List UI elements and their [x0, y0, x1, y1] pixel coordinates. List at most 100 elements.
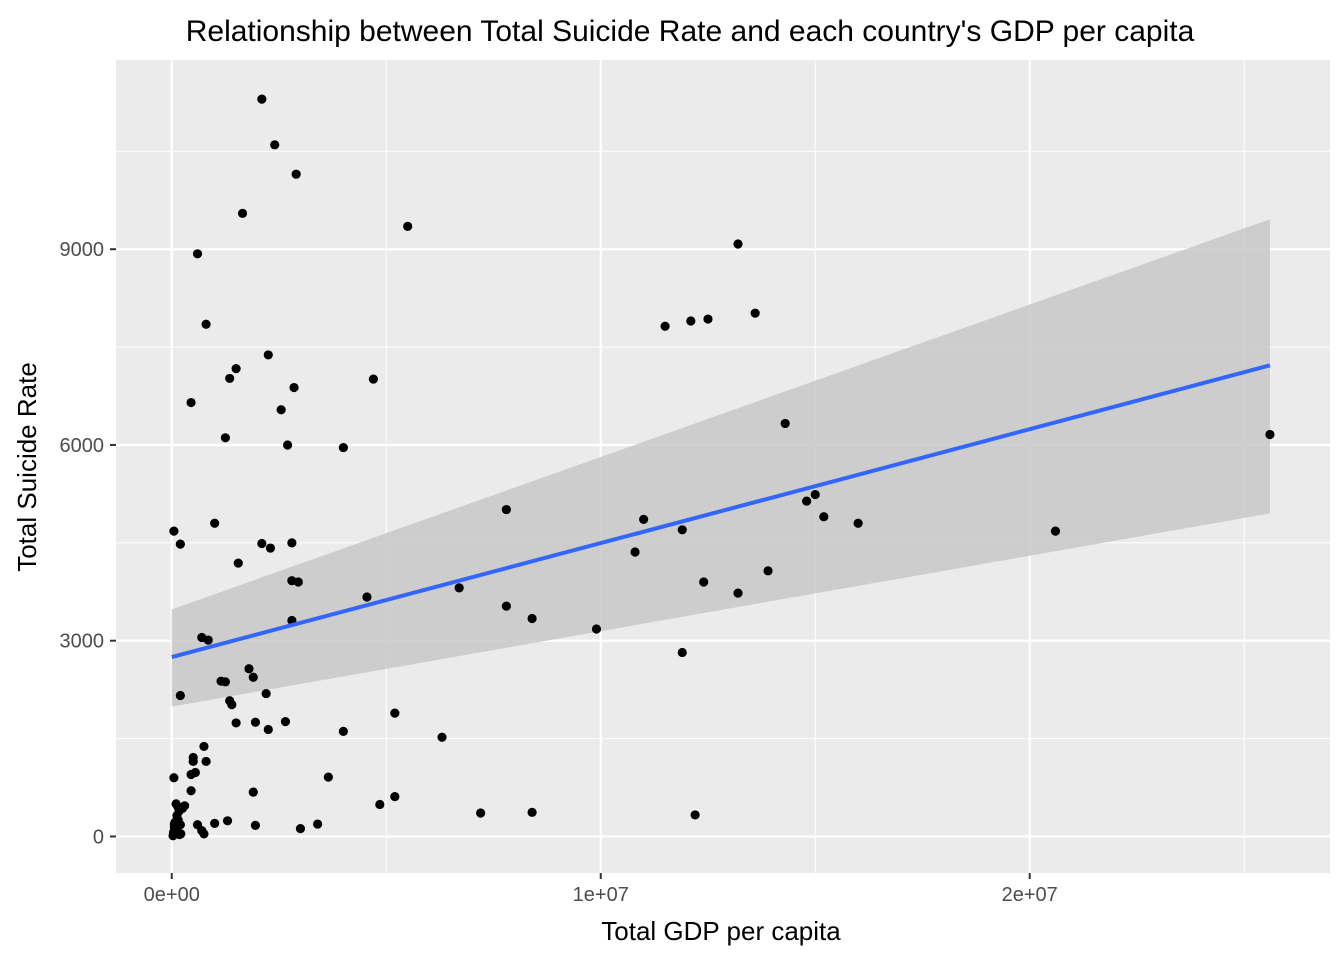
data-point	[222, 816, 233, 826]
data-point	[527, 613, 537, 624]
data-point	[250, 717, 261, 727]
data-point	[677, 647, 687, 658]
data-point	[192, 249, 203, 259]
data-point	[220, 433, 230, 443]
data-point	[210, 818, 220, 829]
data-point	[733, 239, 743, 249]
data-point	[248, 672, 258, 682]
data-point	[677, 525, 687, 535]
data-point	[280, 717, 291, 727]
data-point	[1050, 526, 1061, 536]
data-point	[313, 819, 323, 829]
data-point	[591, 624, 602, 634]
x-axis-title: Total GDP per capita	[601, 916, 841, 946]
data-point	[390, 708, 400, 718]
data-point	[225, 373, 235, 384]
data-point	[338, 442, 348, 453]
data-point	[750, 308, 760, 318]
data-point	[699, 577, 709, 587]
data-point	[188, 752, 198, 763]
data-point	[261, 688, 271, 699]
data-point	[437, 732, 447, 742]
data-point	[476, 808, 486, 818]
data-point	[257, 538, 267, 549]
data-point	[293, 577, 303, 587]
data-point	[780, 418, 790, 429]
data-point	[686, 316, 696, 326]
data-point	[248, 787, 258, 797]
x-tick-label: 0e+00	[144, 884, 200, 906]
data-point	[250, 820, 261, 830]
data-point	[390, 792, 400, 802]
y-axis-title: Total Suicide Rate	[12, 362, 42, 572]
data-point	[244, 664, 254, 674]
data-point	[175, 690, 185, 701]
data-point	[169, 526, 179, 536]
data-point	[733, 588, 743, 598]
data-point	[639, 514, 649, 524]
data-point	[853, 518, 863, 528]
data-point	[231, 364, 241, 374]
data-point	[375, 799, 385, 810]
data-point	[190, 767, 200, 778]
data-point	[289, 382, 299, 393]
data-point	[263, 350, 273, 360]
data-point	[169, 773, 179, 783]
x-tick-label: 2e+07	[1002, 884, 1058, 906]
data-point	[175, 539, 185, 549]
data-point	[237, 208, 248, 218]
data-point	[1265, 429, 1275, 440]
data-point	[287, 538, 297, 548]
y-tick-label: 3000	[60, 631, 105, 653]
data-point	[257, 94, 267, 104]
y-tick-label: 0	[93, 826, 104, 848]
y-axis-ticks: 0 3000 6000 9000	[60, 239, 116, 848]
data-point	[265, 543, 276, 553]
data-point	[295, 824, 306, 834]
data-point	[454, 583, 464, 593]
data-point	[210, 518, 220, 528]
data-point	[630, 547, 640, 557]
y-tick-label: 9000	[60, 239, 105, 261]
regression-line	[171, 363, 1271, 659]
data-point	[169, 822, 179, 832]
data-point	[186, 786, 196, 796]
data-point	[527, 807, 537, 817]
data-point	[763, 566, 773, 576]
x-tick-label: 1e+07	[573, 884, 629, 906]
data-point	[802, 496, 812, 506]
data-point	[276, 405, 286, 415]
data-point	[233, 558, 243, 568]
chart-title: Relationship between Total Suicide Rate …	[186, 15, 1195, 48]
data-point	[362, 592, 372, 602]
data-point	[263, 724, 273, 735]
data-point	[199, 741, 209, 752]
data-point	[203, 635, 213, 645]
data-point	[403, 221, 413, 231]
data-point	[368, 374, 378, 384]
data-point	[176, 829, 186, 839]
data-point	[690, 810, 700, 820]
data-point	[660, 321, 670, 331]
data-point	[291, 169, 301, 179]
data-point	[171, 799, 181, 809]
data-point	[270, 140, 280, 150]
data-points	[168, 94, 1275, 841]
data-point	[819, 512, 829, 522]
x-axis-ticks: 0e+00 1e+07 2e+07	[144, 873, 1058, 906]
data-point	[810, 489, 820, 500]
data-point	[282, 440, 293, 450]
data-point	[338, 726, 348, 737]
data-point	[227, 700, 237, 710]
data-point	[323, 772, 333, 782]
data-point	[199, 829, 209, 839]
data-point	[501, 601, 511, 611]
data-point	[220, 677, 230, 687]
data-point	[201, 756, 211, 767]
data-point	[231, 718, 241, 728]
data-point	[186, 397, 196, 408]
data-point	[703, 314, 713, 324]
data-point	[172, 810, 182, 821]
y-tick-label: 6000	[60, 435, 105, 457]
